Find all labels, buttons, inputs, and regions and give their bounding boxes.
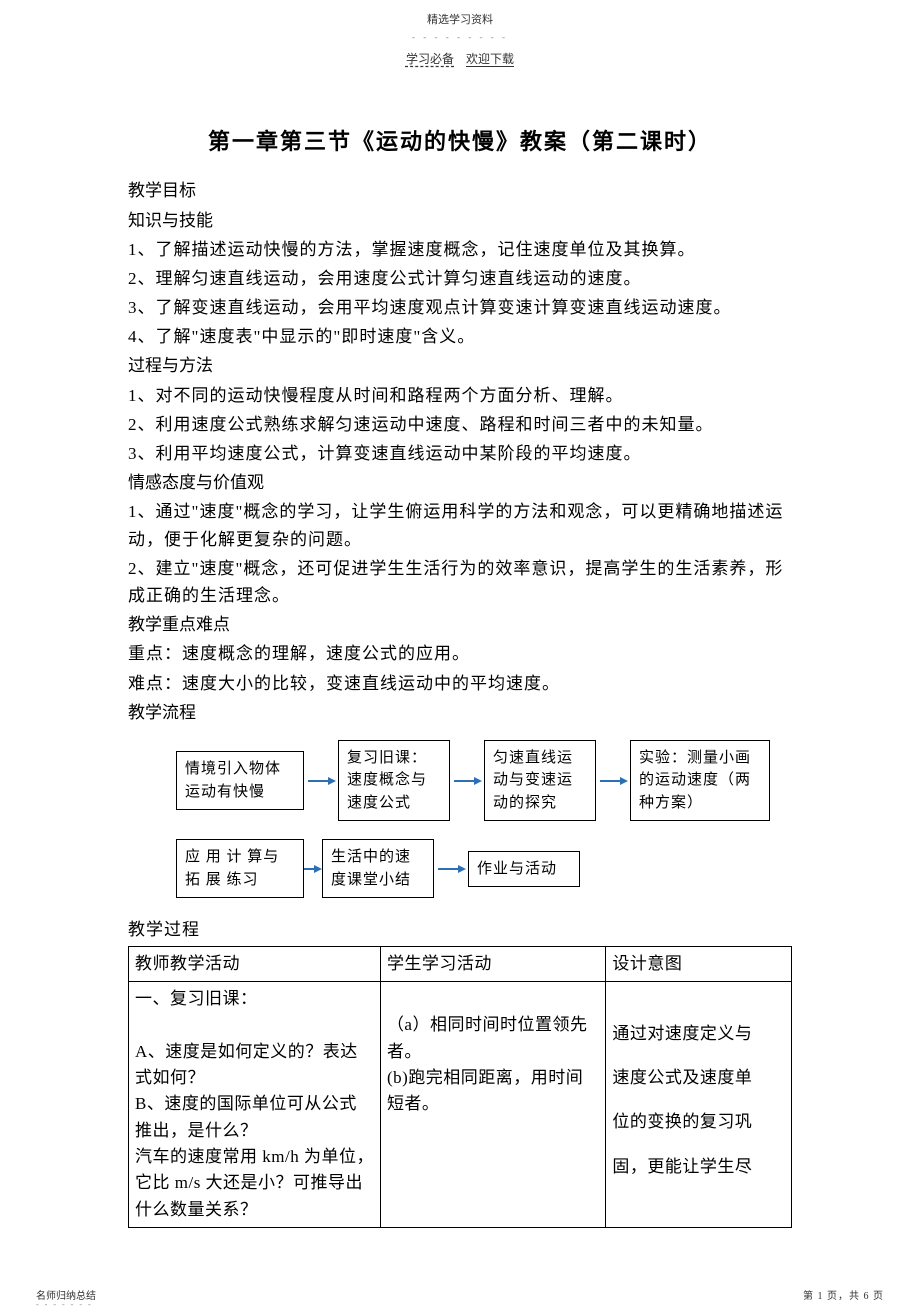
table-header-2: 学生学习活动 bbox=[380, 946, 605, 981]
footer-left-dots: - - - - - - - bbox=[36, 1299, 93, 1312]
flow-row-1: 情境引入物体运动有快慢 复习旧课：速度概念与速度公式 匀速直线运动与变速运动的探… bbox=[128, 740, 792, 822]
cell-teacher: 一、复习旧课： A、速度是如何定义的？表达式如何？ B、速度的国际单位可从公式推… bbox=[129, 981, 381, 1227]
line-9: 2、建立"速度"概念，还可促进学生生活行为的效率意识，提高学生的生活素养，形成正… bbox=[128, 555, 792, 609]
header-subtitle: 学习必备 欢迎下载 bbox=[0, 50, 920, 69]
arrow-icon bbox=[596, 775, 630, 787]
cell-student: （a）相同时间时位置领先者。 (b)跑完相同距离，用时间短者。 bbox=[380, 981, 605, 1227]
flow-box-7: 作业与活动 bbox=[468, 851, 580, 888]
line-10: 重点：速度概念的理解，速度公式的应用。 bbox=[128, 640, 792, 667]
flow-box-1: 情境引入物体运动有快慢 bbox=[176, 751, 304, 810]
line-6: 2、利用速度公式熟练求解匀速运动中速度、路程和时间三者中的未知量。 bbox=[128, 411, 792, 438]
header-source: 精选学习资料 bbox=[0, 12, 920, 30]
arrow-icon bbox=[304, 775, 338, 787]
flow-row-2: 应 用 计 算与 拓 展 练习 生活中的速度课堂小结 作业与活动 bbox=[128, 839, 792, 898]
page-title: 第一章第三节《运动的快慢》教案（第二课时） bbox=[128, 124, 792, 159]
line-5: 1、对不同的运动快慢程度从时间和路程两个方面分析、理解。 bbox=[128, 382, 792, 409]
arrow-icon bbox=[434, 863, 468, 875]
line-11: 难点：速度大小的比较，变速直线运动中的平均速度。 bbox=[128, 670, 792, 697]
flowchart: 情境引入物体运动有快慢 复习旧课：速度概念与速度公式 匀速直线运动与变速运动的探… bbox=[128, 740, 792, 899]
arrow-icon bbox=[450, 775, 484, 787]
line-7: 3、利用平均速度公式，计算变速直线运动中某阶段的平均速度。 bbox=[128, 440, 792, 467]
header-sub-1: 学习必备 bbox=[406, 52, 454, 68]
process-table: 教师教学活动 学生学习活动 设计意图 一、复习旧课： A、速度是如何定义的？表达… bbox=[128, 946, 792, 1228]
heading-process: 过程与方法 bbox=[128, 352, 792, 379]
table-header-1: 教师教学活动 bbox=[129, 946, 381, 981]
line-2: 2、理解匀速直线运动，会用速度公式计算匀速直线运动的速度。 bbox=[128, 265, 792, 292]
heading-values: 情感态度与价值观 bbox=[128, 469, 792, 496]
table-header-3: 设计意图 bbox=[606, 946, 792, 981]
heading-process-table: 教学过程 bbox=[128, 916, 792, 943]
heading-keypoints: 教学重点难点 bbox=[128, 611, 792, 638]
cell-intent: 通过对速度定义与 速度公式及速度单 位的变换的复习巩 固，更能让学生尽 bbox=[606, 981, 792, 1227]
line-4: 4、了解"速度表"中显示的"即时速度"含义。 bbox=[128, 323, 792, 350]
table-row: 一、复习旧课： A、速度是如何定义的？表达式如何？ B、速度的国际单位可从公式推… bbox=[129, 981, 792, 1227]
flow-box-6: 生活中的速度课堂小结 bbox=[322, 839, 434, 898]
flow-box-5: 应 用 计 算与 拓 展 练习 bbox=[176, 839, 304, 898]
header-sub-2: 欢迎下载 bbox=[466, 52, 514, 66]
flow-box-4: 实验：测量小画的运动速度（两种方案） bbox=[630, 740, 770, 822]
arrow-icon bbox=[304, 863, 322, 875]
line-3: 3、了解变速直线运动，会用平均速度观点计算变速计算变速直线运动速度。 bbox=[128, 294, 792, 321]
heading-flow: 教学流程 bbox=[128, 699, 792, 726]
content-area: 第一章第三节《运动的快慢》教案（第二课时） 教学目标 知识与技能 1、了解描述运… bbox=[0, 124, 920, 1228]
table-header-row: 教师教学活动 学生学习活动 设计意图 bbox=[129, 946, 792, 981]
line-8: 1、通过"速度"概念的学习，让学生俯运用科学的方法和观念，可以更精确地描述运动，… bbox=[128, 498, 792, 552]
flow-box-2: 复习旧课：速度概念与速度公式 bbox=[338, 740, 450, 822]
heading-knowledge: 知识与技能 bbox=[128, 207, 792, 234]
heading-objectives: 教学目标 bbox=[128, 177, 792, 204]
line-1: 1、了解描述运动快慢的方法，掌握速度概念，记住速度单位及其换算。 bbox=[128, 236, 792, 263]
header-dots: - - - - - - - - - bbox=[0, 30, 920, 44]
flow-box-3: 匀速直线运动与变速运动的探究 bbox=[484, 740, 596, 822]
